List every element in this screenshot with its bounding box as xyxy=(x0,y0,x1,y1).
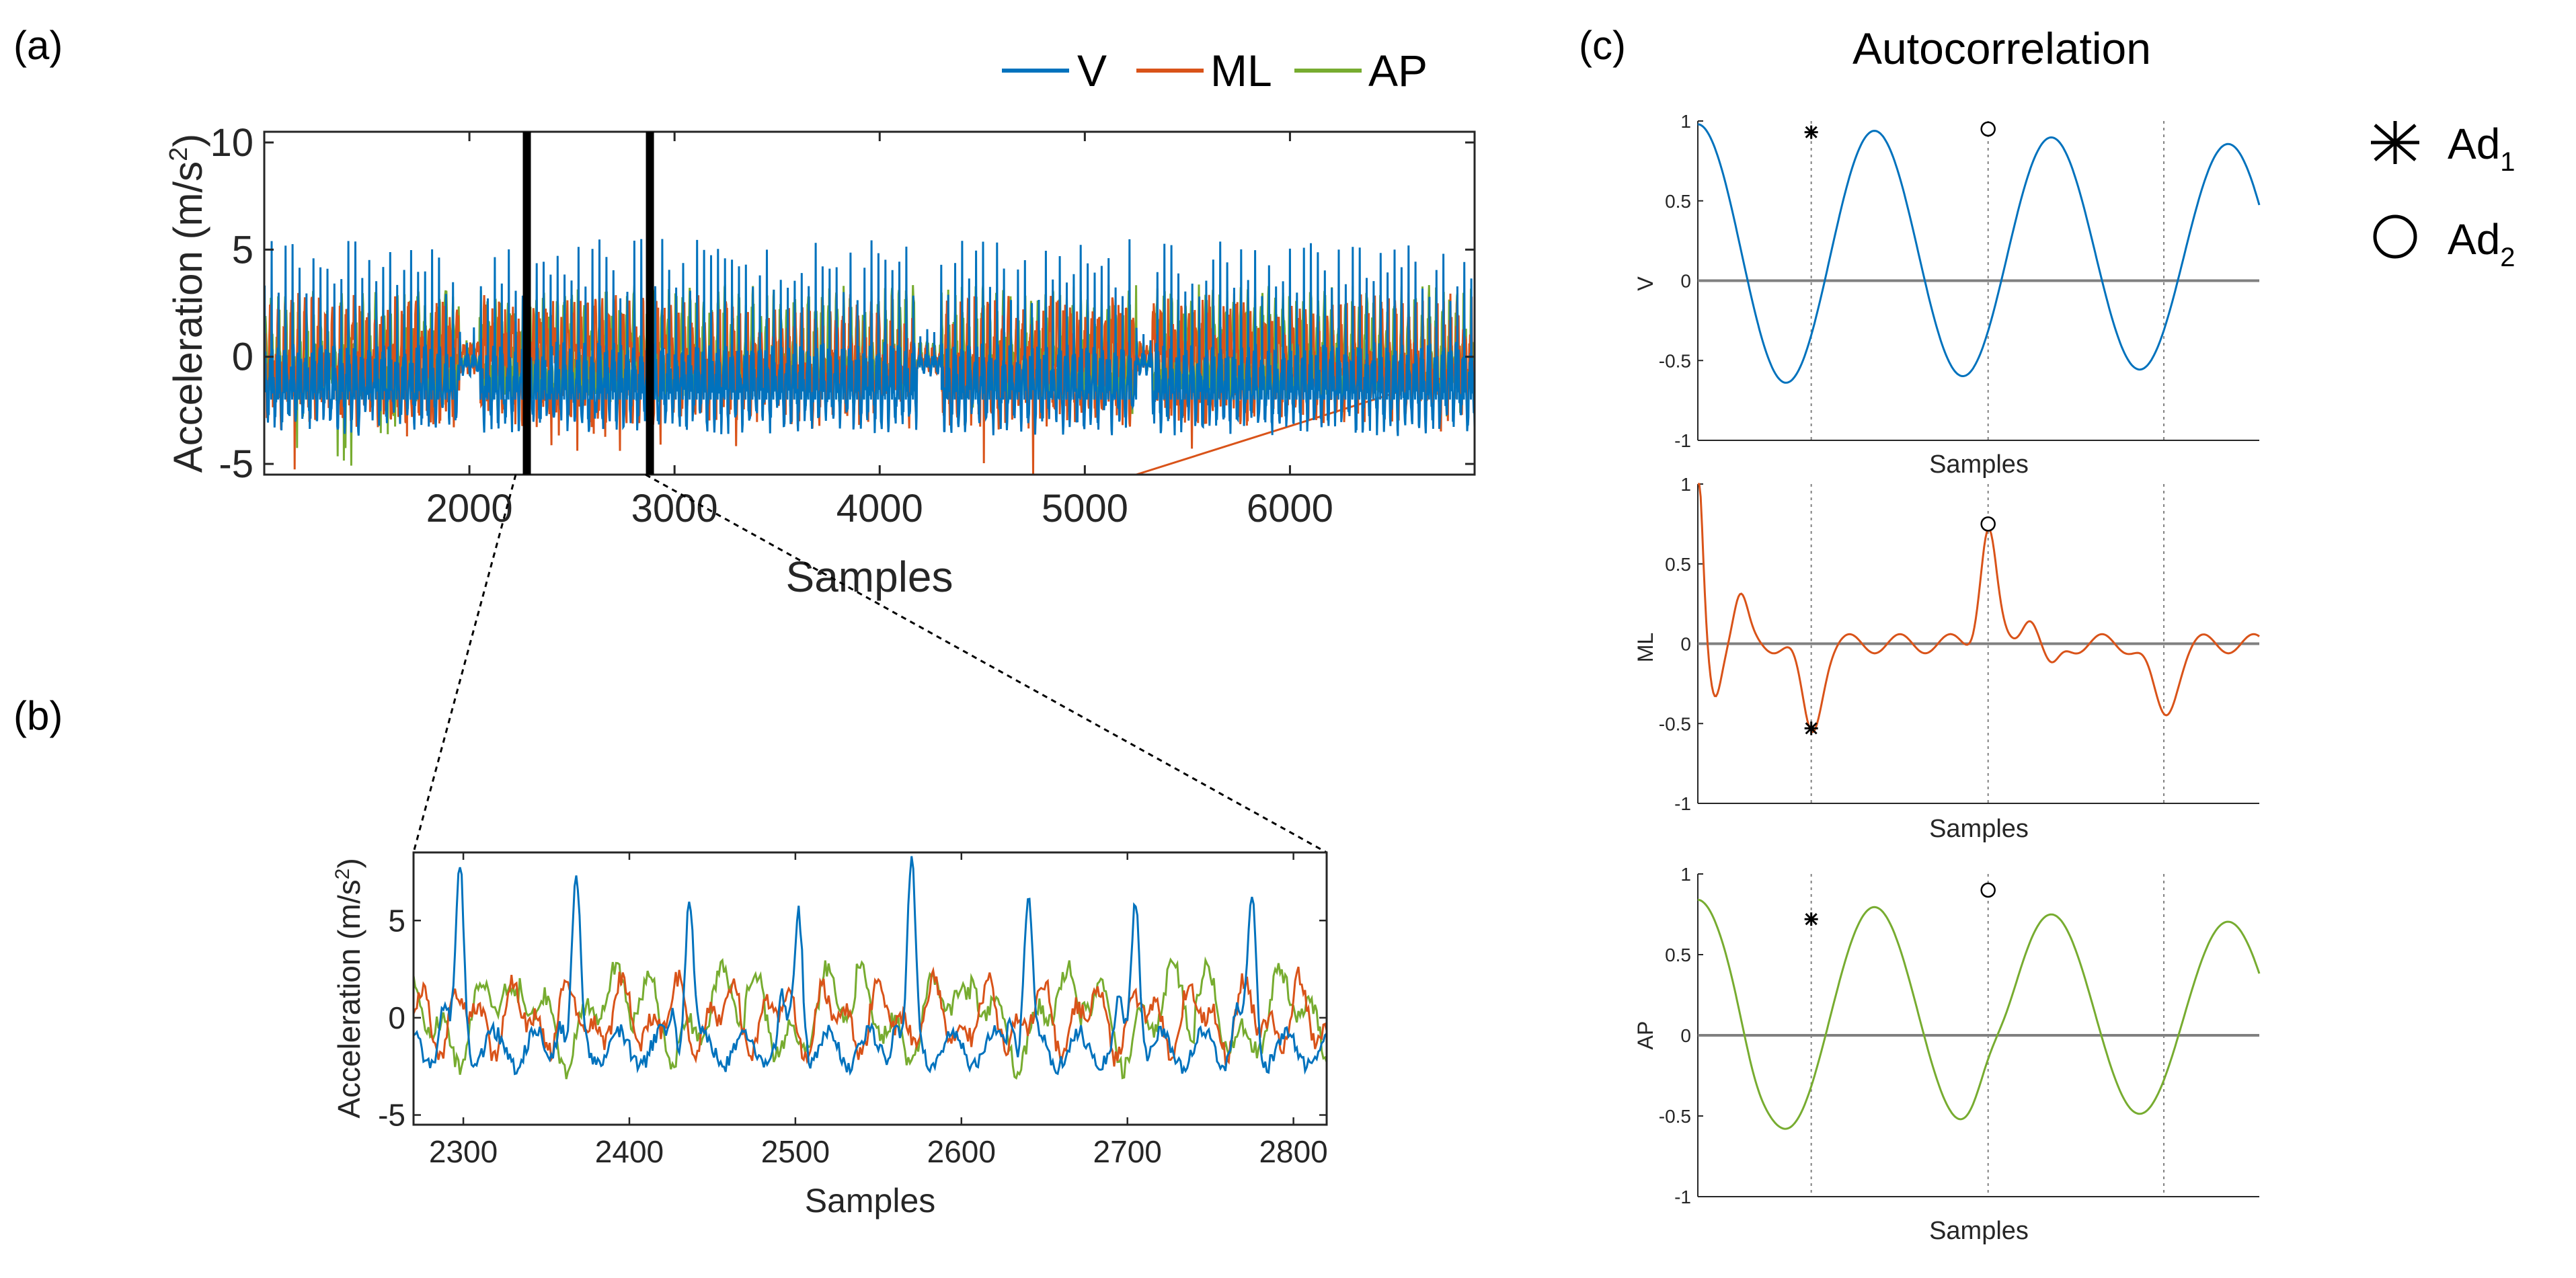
panel-a-chart: 2000 3000 4000 5000 6000 -5 0 5 10 Samples Accel… xyxy=(165,121,1476,601)
series-line-v xyxy=(414,856,1327,1076)
y-tick-label: 5 xyxy=(232,228,253,272)
y-tick-label: 0.5 xyxy=(1665,554,1691,575)
ad2-marker xyxy=(1980,121,1996,137)
series-line-v xyxy=(264,239,1475,436)
legend-label-ap: AP xyxy=(1368,46,1428,95)
panel-c-ap-chart: AP Samples -1 -0.5 0 0.5 1 xyxy=(1633,864,2261,1245)
y-tick-label: -5 xyxy=(378,1098,405,1133)
y-tick-label: -1 xyxy=(1674,793,1691,814)
autocorr-line-ml xyxy=(1698,483,2260,733)
x-tick-label: 2400 xyxy=(595,1134,664,1169)
y-tick-label: 10 xyxy=(210,121,253,165)
panel-c-ml-ylabel: ML xyxy=(1633,633,1657,662)
ad1-marker-icon xyxy=(2371,121,2419,164)
x-tick-label: 2300 xyxy=(429,1134,498,1169)
ad2-marker xyxy=(1980,516,1996,532)
legend-label-v: V xyxy=(1077,46,1107,95)
autocorrelation-title: Autocorrelation xyxy=(1852,24,2151,73)
panel-c-ap-xlabel: Samples xyxy=(1929,1217,2029,1245)
panel-c-label: (c) xyxy=(1579,23,1626,68)
panel-c-ml-chart: ML Samples -1 -0.5 0 0.5 1 xyxy=(1633,474,2260,843)
panel-b-xlabel: Samples xyxy=(805,1182,936,1220)
legend: V ML AP xyxy=(1002,46,1428,95)
panel-c-ap-ylabel: AP xyxy=(1633,1021,1657,1050)
series-line-ml xyxy=(414,966,1327,1067)
panel-a-label: (a) xyxy=(13,23,63,68)
ad1-marker xyxy=(1804,125,1818,139)
panel-b-label: (b) xyxy=(13,693,63,738)
y-tick-label: -5 xyxy=(219,442,253,486)
y-tick-label: 5 xyxy=(388,903,405,938)
panel-c-v-chart: V Samples -1 -0.5 0 0.5 1 xyxy=(1633,111,2261,479)
ad1-marker xyxy=(1804,912,1818,926)
panel-a-axes-box xyxy=(263,130,1476,476)
y-tick-label: 0 xyxy=(232,335,253,379)
ad1-label: Ad1 xyxy=(2448,120,2515,177)
y-tick-label: -0.5 xyxy=(1659,350,1691,371)
x-tick-label: 3000 xyxy=(631,487,718,530)
panel-c-ml-xlabel: Samples xyxy=(1929,815,2029,843)
y-tick-label: -1 xyxy=(1674,1187,1691,1207)
y-tick-label: 0 xyxy=(1680,1025,1691,1046)
y-tick-label: 1 xyxy=(1680,111,1691,132)
x-tick-label: 2700 xyxy=(1093,1134,1162,1169)
x-tick-label: 2000 xyxy=(426,487,513,530)
x-tick-label: 2600 xyxy=(927,1134,996,1169)
legend-label-ml: ML xyxy=(1210,46,1272,95)
ad1-marker xyxy=(1804,721,1818,735)
panel-a-xlabel: Samples xyxy=(786,553,953,601)
y-tick-label: 0 xyxy=(1680,634,1691,655)
zoom-guide-left xyxy=(412,474,517,853)
x-tick-label: 2500 xyxy=(761,1134,830,1169)
x-tick-label: 6000 xyxy=(1247,487,1333,530)
y-tick-label: -0.5 xyxy=(1659,713,1691,734)
panel-c-v-ylabel: V xyxy=(1633,276,1657,291)
ad2-marker-icon xyxy=(2373,214,2417,259)
autocorr-line-v xyxy=(1697,123,2261,384)
x-tick-label: 5000 xyxy=(1042,487,1128,530)
y-tick-label: -1 xyxy=(1674,430,1691,451)
panel-b-ylabel: Acceleration (m/s2) xyxy=(331,858,366,1118)
ad2-label: Ad2 xyxy=(2448,215,2515,272)
y-tick-label: 1 xyxy=(1680,474,1691,495)
panel-c-v-xlabel: Samples xyxy=(1929,450,2029,479)
y-tick-label: 0.5 xyxy=(1665,191,1691,212)
y-tick-label: 0 xyxy=(1680,271,1691,292)
panel-b-axes-box xyxy=(412,851,1328,1126)
y-tick-label: -0.5 xyxy=(1659,1106,1691,1127)
y-tick-label: 0 xyxy=(388,1000,405,1035)
marker-legend: Ad1 Ad2 xyxy=(2371,120,2515,272)
zoom-guide-right xyxy=(645,473,1327,854)
panel-b-chart: 2300 2400 2500 2600 2700 2800 -5 0 5 Samples Acc… xyxy=(331,851,1328,1220)
y-tick-label: 1 xyxy=(1680,864,1691,885)
y-tick-label: 0.5 xyxy=(1665,945,1691,965)
ad2-marker xyxy=(1980,882,1996,898)
series-line-ap xyxy=(414,956,1327,1080)
x-tick-label: 4000 xyxy=(836,487,923,530)
autocorr-line-ap xyxy=(1697,898,2261,1130)
x-tick-label: 2800 xyxy=(1259,1134,1327,1169)
panel-a-ylabel: Acceleration (m/s2) xyxy=(165,134,210,473)
